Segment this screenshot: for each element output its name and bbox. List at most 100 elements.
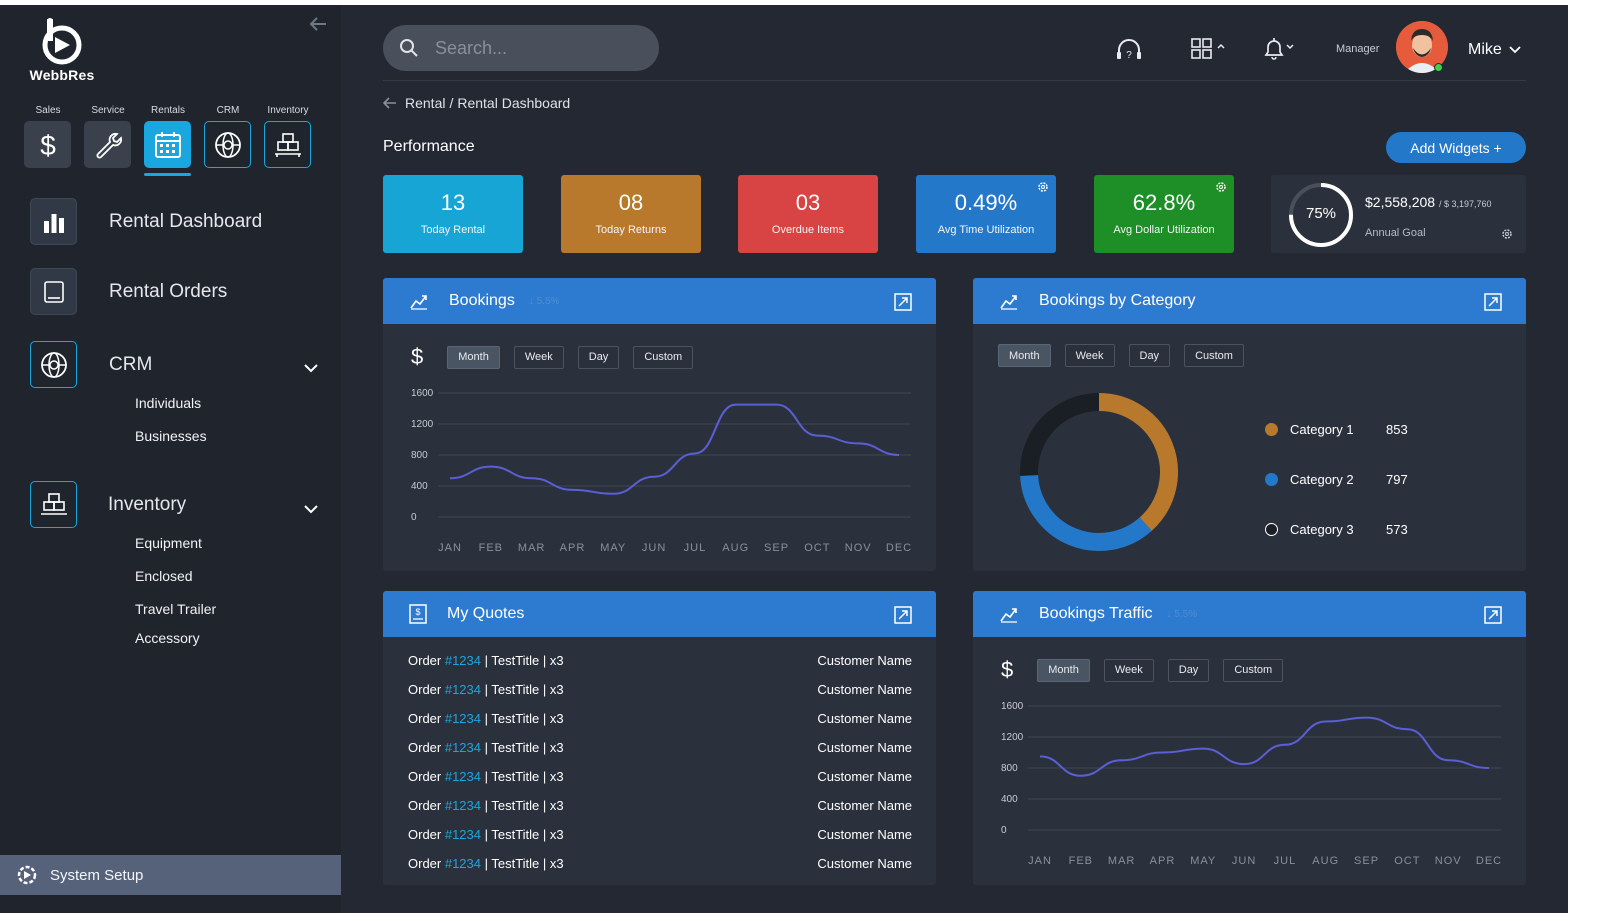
period-month[interactable]: Month (1037, 658, 1090, 682)
nav-sub-item-enclosed[interactable]: Enclosed (135, 568, 193, 584)
kpi-card-today-rental[interactable]: 13 Today Rental (383, 175, 523, 253)
kpi-value: 08 (618, 190, 644, 215)
apps-grid-icon[interactable] (1191, 37, 1227, 61)
nav-rental-dashboard[interactable]: Rental Dashboard (30, 198, 262, 245)
system-setup-label: System Setup (50, 866, 144, 884)
module-sales[interactable]: Sales $ (24, 105, 72, 176)
quote-order: Order #1234 | TestTitle | x3 (408, 798, 564, 827)
kpi-card-avg-time-utilization[interactable]: 0.49% Avg Time Utilization (916, 175, 1056, 253)
period-custom[interactable]: Custom (1223, 658, 1284, 682)
x-tick-label: APR (560, 542, 586, 554)
breadcrumb-parent[interactable]: Rental (405, 95, 446, 111)
bookings-line-chart: 0 400 800 1200 1600 JAN FEB MAR APR MAY JUN JUL AUG S… (411, 388, 911, 554)
order-number-link[interactable]: #1234 (444, 653, 481, 668)
y-tick-label: 1200 (1001, 732, 1024, 743)
order-number-link[interactable]: #1234 (444, 711, 481, 726)
kpi-value: 62.8% (1132, 190, 1196, 215)
nav-crm[interactable]: CRM (30, 341, 152, 388)
period-month[interactable]: Month (998, 344, 1051, 367)
module-button[interactable] (204, 121, 251, 168)
period-week[interactable]: Week (1103, 658, 1154, 682)
module-button[interactable] (144, 121, 191, 168)
order-number-link[interactable]: #1234 (444, 769, 481, 784)
module-switcher: Sales $ Service Rentals (24, 105, 312, 176)
period-week[interactable]: Week (513, 345, 564, 369)
module-inventory[interactable]: Inventory (264, 105, 312, 176)
system-setup-button[interactable]: System Setup (0, 855, 341, 895)
collapse-sidebar-icon[interactable] (308, 15, 328, 33)
nav-sub-item-individuals[interactable]: Individuals (135, 395, 202, 411)
search-bar[interactable] (383, 25, 659, 71)
support-headset-icon[interactable]: ? (1115, 37, 1143, 63)
nav-sub-item-businesses[interactable]: Businesses (135, 428, 207, 444)
order-number-link[interactable]: #1234 (444, 740, 481, 755)
search-input[interactable] (435, 37, 635, 59)
quote-row[interactable]: Order #1234 | TestTitle | x3 Customer Nam… (408, 653, 912, 682)
kpi-label: Overdue Items (771, 224, 845, 236)
expand-icon[interactable] (1484, 293, 1502, 311)
annual-goal-card[interactable]: 75% $2,558,208 / $ 3,197,760 Annual Goal (1271, 175, 1526, 253)
quote-row[interactable]: Order #1234 | TestTitle | x3 Customer Nam… (408, 769, 912, 798)
user-avatar-illustration (1396, 21, 1448, 73)
module-service[interactable]: Service (84, 105, 132, 176)
quote-row[interactable]: Order #1234 | TestTitle | x3 Customer Nam… (408, 827, 912, 856)
order-number-link[interactable]: #1234 (444, 798, 481, 813)
period-custom[interactable]: Custom (1184, 344, 1244, 367)
nav-sub-item-travel-trailer[interactable]: Travel Trailer (135, 601, 217, 617)
module-label: Sales (35, 105, 61, 116)
module-crm[interactable]: CRM (204, 105, 252, 176)
module-button[interactable]: $ (24, 121, 71, 168)
nav-sub-item-equipment[interactable]: Equipment (135, 535, 202, 551)
panel-header: Bookings Traffic ↓ 5.5% (973, 591, 1526, 637)
avatar[interactable] (1396, 21, 1448, 73)
order-detail: | TestTitle | x3 (481, 653, 564, 668)
order-detail: | TestTitle | x3 (481, 711, 564, 726)
bookings-by-category-panel: Bookings by Category Month Week Day Cust… (973, 278, 1526, 571)
period-week[interactable]: Week (1064, 344, 1115, 367)
user-name[interactable]: Mike (1468, 41, 1502, 58)
period-month[interactable]: Month (447, 345, 500, 369)
quote-row[interactable]: Order #1234 | TestTitle | x3 Customer Nam… (408, 740, 912, 769)
back-arrow-icon[interactable] (383, 97, 397, 109)
kpi-card-avg-dollar-utilization[interactable]: 62.8% Avg Dollar Utilization (1094, 175, 1234, 253)
kpi-card-overdue-items[interactable]: 03 Overdue Items (738, 175, 878, 253)
kpi-card-today-returns[interactable]: 08 Today Returns (561, 175, 701, 253)
quote-row[interactable]: Order #1234 | TestTitle | x3 Customer Nam… (408, 682, 912, 711)
chevron-down-icon[interactable] (303, 363, 319, 373)
y-tick-label: 800 (411, 450, 428, 461)
add-widgets-button[interactable]: Add Widgets + (1386, 132, 1526, 163)
quotes-list: Order #1234 | TestTitle | x3 Customer Nam… (408, 653, 912, 885)
quote-row[interactable]: Order #1234 | TestTitle | x3 Customer Nam… (408, 711, 912, 740)
module-rentals[interactable]: Rentals (144, 105, 192, 176)
quote-order: Order #1234 | TestTitle | x3 (408, 653, 564, 682)
period-day[interactable]: Day (1128, 344, 1171, 367)
gear-icon[interactable] (1215, 181, 1227, 193)
expand-icon[interactable] (894, 606, 912, 624)
chevron-down-icon[interactable] (1508, 45, 1522, 55)
module-button[interactable] (84, 121, 131, 168)
x-tick-label: MAR (1108, 855, 1135, 867)
period-custom[interactable]: Custom (633, 345, 694, 369)
period-day[interactable]: Day (1167, 658, 1210, 682)
chevron-down-icon[interactable] (303, 504, 319, 514)
module-button[interactable] (264, 121, 311, 168)
order-number-link[interactable]: #1234 (444, 856, 481, 871)
legend-item: Category 3 573 (1265, 504, 1408, 554)
nav-rental-orders[interactable]: Rental Orders (30, 268, 227, 315)
order-number-link[interactable]: #1234 (444, 827, 481, 842)
order-detail: | TestTitle | x3 (481, 769, 564, 784)
logo[interactable]: WebbRes (24, 15, 100, 83)
nav-inventory[interactable]: Inventory (30, 481, 186, 528)
expand-icon[interactable] (894, 293, 912, 311)
y-tick-label: 800 (1001, 763, 1018, 774)
nav-sub-item-accessory[interactable]: Accessory (135, 630, 200, 646)
quote-row[interactable]: Order #1234 | TestTitle | x3 Customer Nam… (408, 798, 912, 827)
x-tick-label: FEB (479, 542, 503, 554)
gear-icon[interactable] (1501, 228, 1513, 240)
quote-row[interactable]: Order #1234 | TestTitle | x3 Customer Nam… (408, 856, 912, 885)
expand-icon[interactable] (1484, 606, 1502, 624)
period-day[interactable]: Day (577, 345, 620, 369)
order-number-link[interactable]: #1234 (444, 682, 481, 697)
gear-icon[interactable] (1037, 181, 1049, 193)
notification-bell-icon[interactable] (1262, 37, 1296, 61)
